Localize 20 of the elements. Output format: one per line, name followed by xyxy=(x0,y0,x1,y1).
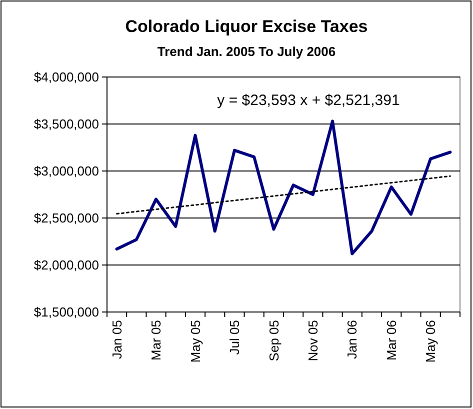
annotation: y = $23,593 x + $2,521,391 xyxy=(217,92,400,109)
x-tick-label: Sep 05 xyxy=(266,320,282,362)
line-series xyxy=(116,175,451,215)
x-tick-label: Jul 05 xyxy=(227,320,242,355)
y-tick-label: $4,000,000 xyxy=(34,70,99,85)
x-tick-label: May 06 xyxy=(423,320,438,363)
x-tick-label: Jan 06 xyxy=(344,320,360,360)
y-tick-label: $3,000,000 xyxy=(34,164,99,179)
y-tick-label: $3,500,000 xyxy=(34,116,99,132)
y-tick-label: $2,500,000 xyxy=(34,210,99,226)
x-tick-label: Jan 05 xyxy=(109,320,124,360)
x-tick-label: Mar 06 xyxy=(384,320,399,360)
x-tick-label: Mar 05 xyxy=(148,320,164,360)
x-tick-label: Nov 05 xyxy=(305,320,320,362)
line-series xyxy=(115,120,452,256)
y-tick-label: $2,000,000 xyxy=(34,258,99,273)
chart-title: Colorado Liquor Excise Taxes xyxy=(125,17,368,36)
chart-subtitle: Trend Jan. 2005 To July 2006 xyxy=(157,44,336,59)
y-tick-label: $1,500,000 xyxy=(34,304,99,320)
x-tick-label: May 05 xyxy=(188,320,203,363)
